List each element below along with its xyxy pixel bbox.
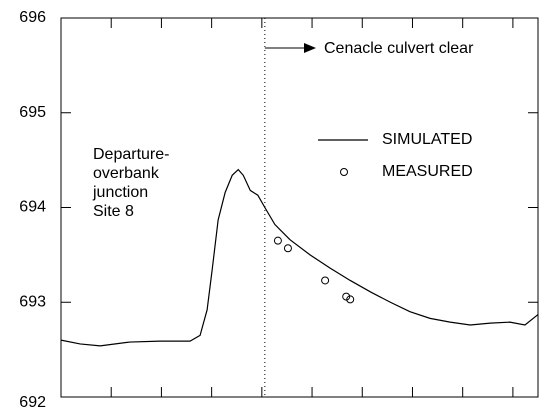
simulated-line bbox=[60, 168, 539, 347]
legend-label: MEASURED bbox=[382, 163, 473, 180]
annotation: Cenacle culvert clear bbox=[324, 40, 474, 57]
measured-point bbox=[283, 244, 292, 253]
measured-point bbox=[346, 295, 355, 304]
annotation: Site 8 bbox=[93, 203, 134, 220]
measured-point bbox=[273, 236, 282, 245]
arrow-head bbox=[304, 43, 316, 53]
annotation: junction bbox=[92, 184, 148, 201]
legend-label: SIMULATED bbox=[382, 131, 472, 148]
legend-marker bbox=[340, 168, 348, 176]
y-tick-label: 695 bbox=[19, 104, 46, 121]
y-tick-label: 693 bbox=[19, 293, 46, 310]
y-tick-label: 694 bbox=[19, 199, 46, 216]
y-tick-label: 692 bbox=[19, 394, 46, 411]
annotation: overbank bbox=[93, 165, 160, 182]
measured-point bbox=[342, 292, 351, 301]
y-tick-label: 696 bbox=[19, 9, 46, 26]
measured-point bbox=[321, 276, 330, 285]
annotation: Departure- bbox=[93, 146, 169, 163]
